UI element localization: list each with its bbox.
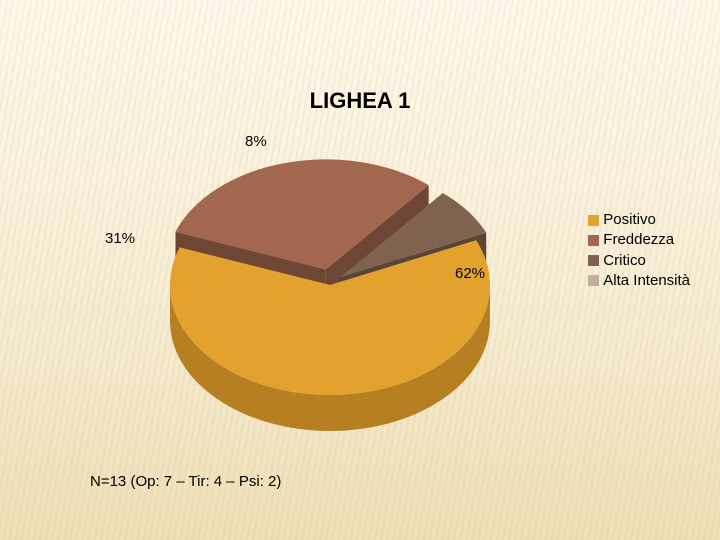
slide-background: LIGHEA 1 8% 31% 62% Positivo Freddezza C… — [0, 0, 720, 540]
legend-item-alta-intensita: Alta Intensità — [588, 271, 690, 291]
slice-label-freddezza: 31% — [105, 230, 135, 247]
legend-swatch-critico — [588, 255, 599, 266]
legend-label-freddezza: Freddezza — [603, 230, 674, 250]
slice-label-critico: 8% — [245, 133, 267, 150]
chart-title: LIGHEA 1 — [0, 88, 720, 114]
pie-chart: 8% 31% 62% — [140, 130, 520, 440]
caption-sample-size: N=13 (Op: 7 – Tir: 4 – Psi: 2) — [90, 473, 281, 490]
legend: Positivo Freddezza Critico Alta Intensit… — [588, 210, 690, 291]
legend-item-positivo: Positivo — [588, 210, 690, 230]
legend-label-alta-intensita: Alta Intensità — [603, 271, 690, 291]
legend-label-positivo: Positivo — [603, 210, 656, 230]
legend-item-freddezza: Freddezza — [588, 230, 690, 250]
legend-label-critico: Critico — [603, 251, 646, 271]
legend-swatch-alta-intensita — [588, 275, 599, 286]
legend-swatch-positivo — [588, 215, 599, 226]
slice-label-positivo: 62% — [455, 265, 485, 282]
legend-item-critico: Critico — [588, 251, 690, 271]
pie-svg — [140, 130, 520, 440]
legend-swatch-freddezza — [588, 235, 599, 246]
